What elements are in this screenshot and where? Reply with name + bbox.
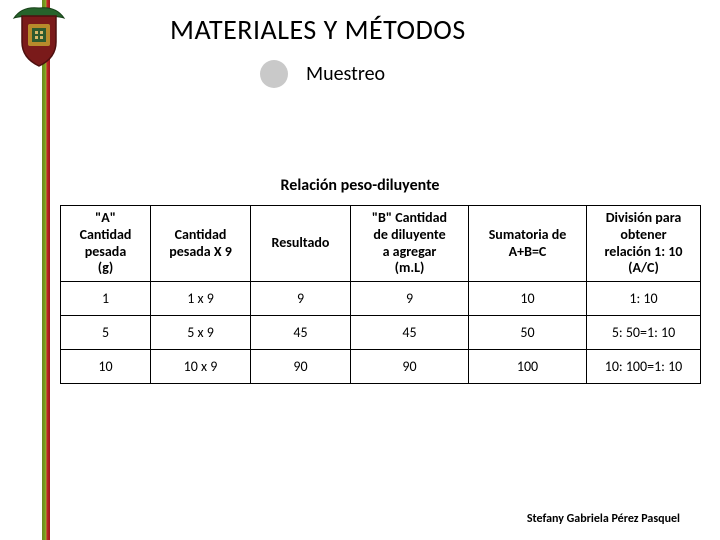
table-cell: 10 — [61, 350, 151, 384]
table-cell: 5 — [61, 316, 151, 350]
page-title: MATERIALES Y MÉTODOS — [170, 12, 466, 47]
data-table: "A"Cantidadpesada(g)Cantidadpesada X 9Re… — [60, 205, 701, 384]
table-cell: 50 — [469, 316, 587, 350]
table-row: 11 x 999101: 10 — [61, 282, 701, 316]
table-cell: 1 x 9 — [151, 282, 251, 316]
table-cell: 90 — [351, 350, 469, 384]
table-cell: 1: 10 — [587, 282, 701, 316]
table-row: 1010 x 9909010010: 100=1: 10 — [61, 350, 701, 384]
table-header-cell: Sumatoria deA+B=C — [469, 206, 587, 282]
table-head: "A"Cantidadpesada(g)Cantidadpesada X 9Re… — [61, 206, 701, 282]
logo-inner — [32, 28, 46, 42]
table-cell: 1 — [61, 282, 151, 316]
table-cell: 10 x 9 — [151, 350, 251, 384]
table-body: 11 x 999101: 1055 x 94545505: 50=1: 1010… — [61, 282, 701, 384]
footer-author: Stefany Gabriela Pérez Pasquel — [527, 512, 680, 526]
side-stripe — [42, 0, 50, 540]
table-header-cell: "B" Cantidadde diluyentea agregar(m.L) — [351, 206, 469, 282]
table-header-cell: Cantidadpesada X 9 — [151, 206, 251, 282]
table-cell: 45 — [251, 316, 351, 350]
table-cell: 5: 50=1: 10 — [587, 316, 701, 350]
section-title: Relación peso-diluyente — [0, 176, 720, 195]
table-header-cell: Resultado — [251, 206, 351, 282]
table-cell: 45 — [351, 316, 469, 350]
table-row: 55 x 94545505: 50=1: 10 — [61, 316, 701, 350]
table-cell: 10: 100=1: 10 — [587, 350, 701, 384]
table-header-row: "A"Cantidadpesada(g)Cantidadpesada X 9Re… — [61, 206, 701, 282]
table-cell: 10 — [469, 282, 587, 316]
table-cell: 9 — [251, 282, 351, 316]
subtitle-text: Muestreo — [306, 62, 385, 86]
subtitle-bullet-icon — [260, 60, 288, 88]
table-header-cell: División paraobtenerrelación 1: 10(A/C) — [587, 206, 701, 282]
table-header-cell: "A"Cantidadpesada(g) — [61, 206, 151, 282]
table-cell: 100 — [469, 350, 587, 384]
table-cell: 90 — [251, 350, 351, 384]
table-cell: 5 x 9 — [151, 316, 251, 350]
logo-crest — [0, 2, 78, 70]
subtitle-row: Muestreo — [260, 60, 385, 88]
table-cell: 9 — [351, 282, 469, 316]
